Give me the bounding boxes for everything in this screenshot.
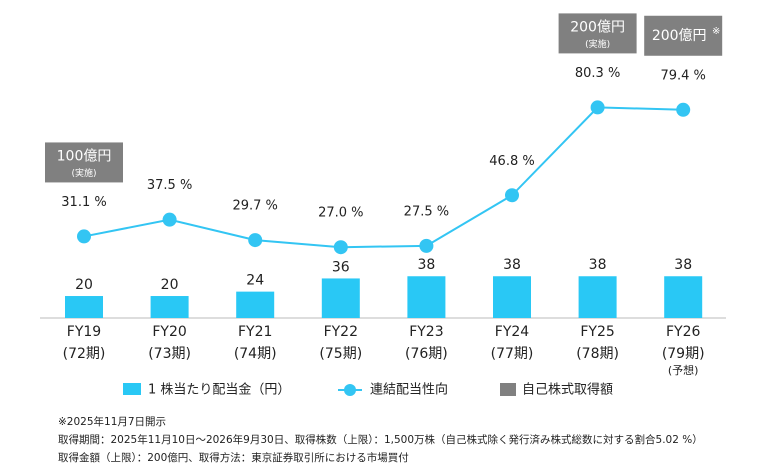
- x-tick-sublabel: (76期): [405, 346, 448, 362]
- footnote: ※2025年11月7日開示: [58, 415, 166, 428]
- bar-label: 38: [589, 257, 607, 273]
- legend-swatch-box: [500, 383, 516, 396]
- buyback-box: [45, 142, 123, 183]
- line-label: 29.7 %: [232, 199, 277, 214]
- line-label: 27.0 %: [318, 206, 363, 221]
- line-point: [505, 188, 519, 203]
- buyback-label: 100億円: [57, 148, 112, 164]
- x-tick-label: FY19: [67, 324, 101, 340]
- line-label: 27.5 %: [404, 204, 449, 219]
- buyback-label: 200億円: [570, 19, 625, 35]
- bar: [407, 276, 446, 318]
- line-point: [419, 238, 434, 253]
- bar-label: 24: [246, 273, 264, 289]
- buyback-box: [644, 15, 723, 56]
- bar-label: 20: [75, 277, 93, 293]
- line-label: 46.8 %: [489, 154, 534, 169]
- bar-label: 36: [332, 259, 350, 275]
- bar: [664, 276, 703, 318]
- bar: [321, 278, 360, 318]
- bar-label: 38: [503, 257, 521, 273]
- x-tick-sublabel: (78期): [576, 346, 619, 362]
- bar-label: 38: [417, 257, 435, 273]
- line-point: [676, 102, 691, 117]
- buyback-note: ※: [712, 26, 720, 37]
- line-point: [162, 212, 177, 227]
- bar: [150, 296, 189, 318]
- x-tick-sublabel: (72期): [63, 346, 106, 362]
- legend-swatch-bar: [123, 383, 141, 395]
- bar: [493, 276, 531, 318]
- legend-label: 自己株式取得額: [522, 382, 613, 398]
- bar: [236, 291, 275, 318]
- footnote: 取得金額（上限）：200億円、取得方法：東京証券取引所における市場買付: [58, 451, 409, 464]
- x-tick-label: FY22: [324, 324, 358, 340]
- x-tick-label: FY25: [580, 324, 614, 340]
- line-point: [77, 229, 91, 244]
- line-point: [333, 240, 348, 255]
- x-tick-sublabel: (79期): [662, 346, 705, 362]
- line-label: 80.3 %: [575, 66, 620, 81]
- x-tick-label: FY26: [666, 324, 701, 340]
- line-point: [248, 233, 263, 248]
- buyback-note: (実施): [71, 167, 96, 179]
- x-tick-label: FY24: [495, 324, 530, 340]
- legend-label: 1 株当たり配当金（円）: [148, 382, 290, 398]
- bar-label: 20: [161, 277, 179, 293]
- bar: [578, 276, 617, 318]
- legend-label: 連結配当性向: [370, 382, 448, 398]
- x-tick-sublabel: (73期): [148, 346, 191, 362]
- bar: [65, 296, 103, 318]
- buyback-label: 200億円: [652, 28, 707, 44]
- x-tick-sublabel: (77期): [491, 346, 534, 362]
- line-label: 37.5 %: [147, 178, 192, 193]
- buyback-box: [558, 13, 637, 54]
- forecast-label: (予想): [668, 363, 699, 377]
- x-tick-label: FY21: [238, 324, 272, 340]
- buyback-note: (実施): [585, 38, 610, 50]
- x-tick-sublabel: (74期): [234, 346, 277, 362]
- legend-swatch-dot: [344, 384, 356, 396]
- x-tick-label: FY20: [152, 324, 186, 340]
- line-label: 79.4 %: [660, 68, 705, 83]
- footnote: 取得期間：2025年11月10日～2026年9月30日、取得株数（上限）：1,5…: [58, 433, 703, 446]
- line-point: [590, 100, 605, 115]
- line: [83, 106, 684, 249]
- x-tick-sublabel: (75期): [319, 346, 362, 362]
- bar-label: 38: [674, 257, 692, 273]
- line-label: 31.1 %: [61, 195, 106, 210]
- x-tick-label: FY23: [409, 324, 443, 340]
